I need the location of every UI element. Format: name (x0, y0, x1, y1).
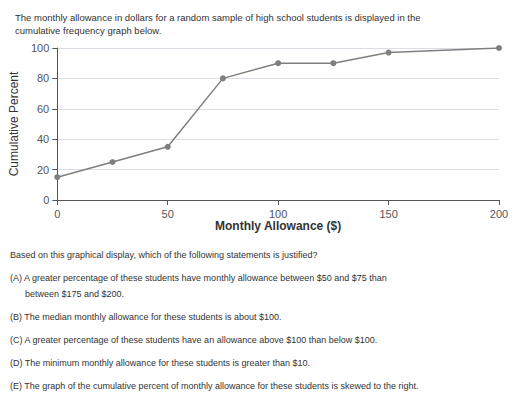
svg-text:Based on this graphical displa: Based on this graphical display, which o… (10, 250, 318, 260)
svg-text:cumulative frequency graph bel: cumulative frequency graph below. (15, 25, 161, 36)
svg-text:0: 0 (43, 194, 49, 206)
svg-text:200: 200 (490, 208, 508, 220)
svg-text:Monthly Allowance ($): Monthly Allowance ($) (215, 219, 341, 233)
svg-text:20: 20 (37, 164, 49, 176)
svg-text:100: 100 (269, 208, 287, 220)
svg-text:Cumulative Percent: Cumulative Percent (7, 71, 21, 176)
svg-text:(D) The minimum monthly allowa: (D) The minimum monthly allowance for th… (10, 358, 310, 368)
svg-text:40: 40 (37, 133, 49, 145)
svg-text:between $175 and $200.: between $175 and $200. (10, 289, 124, 299)
svg-text:(E) The graph of the cumulativ: (E) The graph of the cumulative percent … (10, 381, 419, 391)
svg-text:0: 0 (54, 208, 60, 220)
svg-text:(C) A greater percentage of th: (C) A greater percentage of these studen… (10, 335, 377, 345)
svg-text:(B) The median monthly allowan: (B) The median monthly allowance for the… (10, 312, 282, 322)
svg-text:(A) A greater percentage of th: (A) A greater percentage of these studen… (10, 273, 387, 283)
svg-text:150: 150 (379, 208, 397, 220)
svg-text:The monthly allowance in dolla: The monthly allowance in dollars for a r… (15, 12, 421, 23)
svg-text:60: 60 (37, 103, 49, 115)
svg-text:100: 100 (31, 42, 49, 54)
svg-text:50: 50 (162, 208, 174, 220)
svg-text:80: 80 (37, 72, 49, 84)
